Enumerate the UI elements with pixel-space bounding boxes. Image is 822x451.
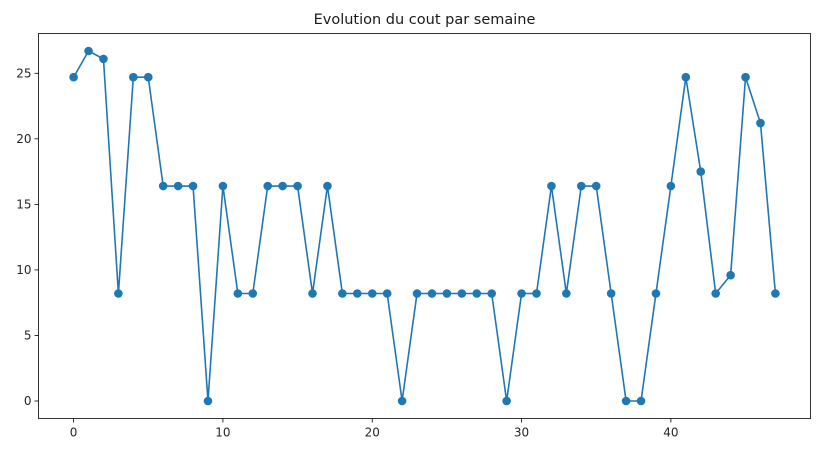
data-point: [621, 396, 631, 406]
data-point: [576, 181, 586, 191]
data-point: [69, 72, 78, 82]
data-point: [711, 289, 720, 298]
data-point: [353, 289, 362, 298]
data-point: [591, 181, 601, 191]
data-point: [218, 181, 228, 191]
data-point: [233, 289, 243, 298]
data-point: [143, 72, 153, 82]
data-point: [756, 118, 765, 128]
data-point: [248, 289, 258, 298]
y-tick-label: 25: [16, 66, 31, 80]
data-point: [532, 289, 541, 298]
data-point: [323, 181, 332, 191]
x-tick-label: 0: [70, 426, 78, 440]
data-point: [308, 289, 317, 298]
x-tick-label: 10: [215, 426, 230, 440]
x-tick-label: 20: [365, 426, 380, 440]
series-line: [72, 50, 777, 402]
x-tick-label: 30: [514, 426, 529, 440]
data-point: [397, 396, 407, 406]
chart-title: Evolution du cout par semaine: [314, 12, 536, 28]
y-tick-label: 10: [16, 263, 31, 277]
data-point: [681, 72, 691, 82]
cost-series: [69, 46, 780, 406]
data-point: [263, 181, 273, 191]
data-point: [173, 181, 183, 191]
data-point: [114, 289, 123, 298]
data-point: [382, 289, 392, 298]
data-point: [367, 289, 377, 298]
data-point: [726, 270, 735, 280]
data-point: [547, 181, 556, 191]
x-axis: 0 10 20 30 40: [70, 418, 679, 440]
x-tick-label: 40: [663, 426, 678, 440]
data-point: [771, 289, 780, 298]
data-point: [741, 72, 750, 82]
data-point: [278, 181, 287, 191]
data-point: [84, 46, 93, 56]
data-point: [457, 289, 467, 298]
data-point: [651, 289, 661, 298]
y-tick-label: 20: [16, 132, 31, 146]
data-point: [188, 181, 198, 191]
data-point: [442, 289, 452, 298]
data-point: [636, 396, 646, 406]
y-tick-label: 5: [24, 329, 32, 343]
data-point: [562, 289, 571, 298]
data-point: [99, 54, 108, 64]
y-tick-label: 0: [24, 394, 32, 408]
data-point: [338, 289, 347, 298]
data-point: [472, 289, 482, 298]
data-point: [412, 289, 422, 298]
data-point: [293, 181, 302, 191]
data-point: [666, 181, 676, 191]
data-point: [158, 181, 168, 191]
data-point: [203, 396, 213, 406]
data-point: [487, 289, 496, 298]
plot-area-frame: [38, 33, 811, 419]
data-point: [427, 289, 437, 298]
data-point: [129, 72, 138, 82]
data-point: [517, 289, 526, 298]
data-point: [502, 396, 511, 406]
y-axis: 0 5 10 15 20 25: [16, 66, 39, 408]
data-point: [696, 167, 706, 176]
y-tick-label: 15: [16, 198, 31, 212]
data-point: [606, 289, 616, 298]
